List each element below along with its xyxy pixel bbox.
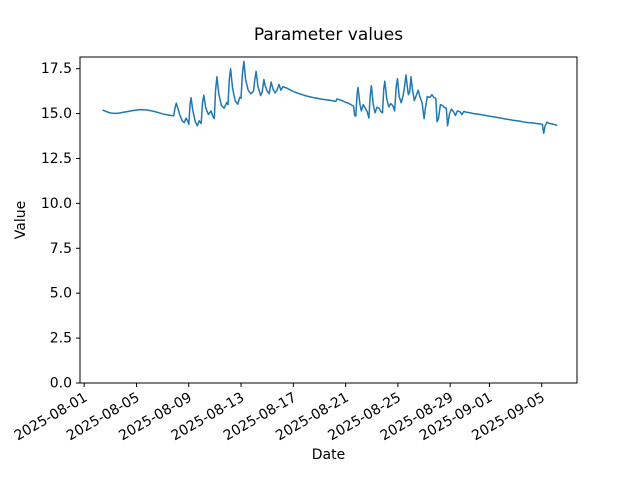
x-axis-label: Date [311,447,346,463]
y-tick-label: 10.0 [41,196,72,212]
y-tick-label: 0.0 [50,376,72,392]
y-tick-label: 5.0 [50,286,72,302]
plot-frame [79,56,578,384]
chart-title: Parameter values [253,25,404,45]
series-line [102,60,558,135]
y-tick-label: 2.5 [50,331,72,347]
y-tick-label: 12.5 [41,151,72,167]
y-tick-label: 17.5 [41,61,72,77]
y-tick-label: 15.0 [41,106,72,122]
y-tick-label: 7.5 [50,241,72,257]
